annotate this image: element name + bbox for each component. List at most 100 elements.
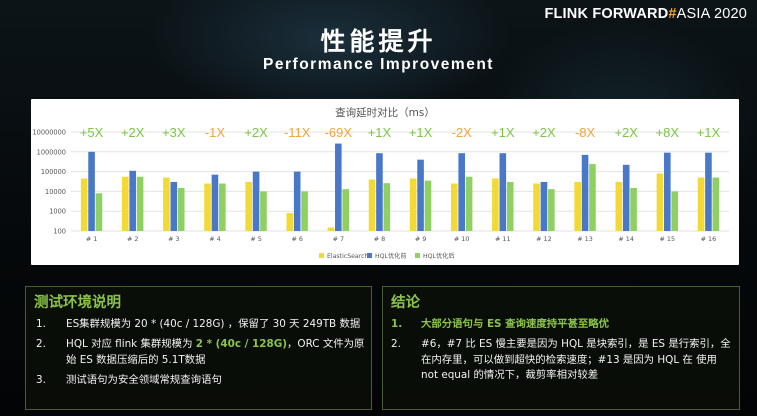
bar-hql-after xyxy=(219,183,226,231)
speedup-annotation: +3X xyxy=(162,125,186,140)
bar-hql-before xyxy=(499,153,507,231)
y-tick-label: 1000 xyxy=(49,208,66,216)
env-item-2-text: HQL 对应 flink 集群规模为 2 * (40c / 128G)，ORC … xyxy=(66,338,365,366)
x-tick-label: # 15 xyxy=(660,235,676,243)
conclusion-item-2-number: 2. xyxy=(391,338,401,350)
bar-hql-before xyxy=(705,152,712,231)
x-tick-label: # 12 xyxy=(536,235,552,243)
bar-es xyxy=(163,177,170,231)
x-tick-label: # 8 xyxy=(374,235,385,243)
speedup-annotation: +2X xyxy=(614,125,638,140)
env-item-2-highlight: 2 * (40c / 128G) xyxy=(195,338,288,350)
speedup-annotation: +2X xyxy=(532,125,556,140)
bar-hql-before xyxy=(664,152,671,231)
bar-hql-before xyxy=(417,159,424,231)
y-tick-label: 100 xyxy=(53,228,66,236)
speedup-annotation: +1X xyxy=(368,125,392,140)
env-item-1-text: ES集群规模为 20 * (40c / 128G) ，保留了 30 天 249T… xyxy=(66,318,361,330)
speedup-annotation: +1X xyxy=(409,125,433,140)
test-environment-box: 测试环境说明 1. ES集群规模为 20 * (40c / 128G) ，保留了… xyxy=(25,286,372,410)
bar-es xyxy=(656,173,664,231)
bar-hql-before xyxy=(88,151,95,231)
bar-hql-after xyxy=(177,187,185,231)
test-environment-title: 测试环境说明 xyxy=(34,295,121,311)
y-tick-label: 10000000 xyxy=(32,129,66,137)
x-tick-label: # 13 xyxy=(577,235,593,243)
conclusion-title: 结论 xyxy=(391,295,420,311)
bar-es xyxy=(286,213,294,231)
env-item-3-text: 测试语句为安全领域常规查询语句 xyxy=(66,374,222,386)
bar-hql-after xyxy=(383,183,391,231)
legend-label: HQL优化后 xyxy=(423,252,455,260)
bar-es xyxy=(368,179,376,231)
bar-hql-after xyxy=(136,176,144,231)
speedup-annotation: -69X xyxy=(325,125,353,140)
bar-hql-after xyxy=(630,187,637,231)
x-tick-label: # 7 xyxy=(333,235,344,243)
legend-label: ElasticSearch xyxy=(327,253,369,260)
bar-es xyxy=(80,178,88,231)
bar-es xyxy=(492,178,499,231)
speedup-annotation: -11X xyxy=(284,125,311,140)
legend-swatch xyxy=(367,253,372,258)
conclusion-item-1-text: 大部分语句与 ES 查询速度持平甚至略优 xyxy=(421,318,610,330)
bar-hql-after xyxy=(589,164,596,231)
bar-hql-before xyxy=(252,171,260,231)
bar-es xyxy=(533,183,540,231)
bar-hql-before xyxy=(335,143,342,231)
bar-es xyxy=(121,176,129,231)
bar-hql-after xyxy=(465,176,473,231)
bar-hql-after xyxy=(548,189,555,231)
bar-es xyxy=(245,181,252,231)
bar-hql-after xyxy=(424,180,432,231)
bar-hql-before xyxy=(293,171,301,231)
chart-title: 查询延时对比（ms） xyxy=(335,106,435,119)
speedup-annotation: -8X xyxy=(575,125,596,140)
env-item-3-number: 3. xyxy=(36,374,46,386)
bar-es xyxy=(615,181,623,231)
brand-logo: FLINK FORWARD#ASIA 2020 xyxy=(544,6,747,22)
y-tick-label: 10000 xyxy=(45,188,66,196)
env-item-1-number: 1. xyxy=(36,318,46,330)
bar-es xyxy=(574,181,581,231)
y-tick-label: 1000000 xyxy=(37,148,66,156)
bar-es xyxy=(409,178,417,231)
bar-es xyxy=(450,183,458,231)
bar-hql-before xyxy=(376,153,383,231)
speedup-annotation: +1X xyxy=(697,125,721,140)
speedup-annotation: -1X xyxy=(205,125,226,140)
speedup-annotation: +1X xyxy=(491,125,515,140)
x-tick-label: # 16 xyxy=(701,235,717,243)
legend-swatch xyxy=(319,253,324,258)
page-title: 性能提升 xyxy=(320,27,437,56)
speedup-annotation: +2X xyxy=(121,125,145,140)
bar-hql-after xyxy=(671,191,679,231)
x-tick-label: # 10 xyxy=(454,235,470,243)
x-tick-label: # 5 xyxy=(250,235,261,243)
x-tick-label: # 11 xyxy=(495,235,511,243)
speedup-annotation: -2X xyxy=(452,125,473,140)
page-subtitle: Performance Improvement xyxy=(263,56,494,73)
bar-hql-before xyxy=(622,164,630,231)
bar-es xyxy=(327,227,335,231)
bar-hql-before xyxy=(581,154,589,231)
x-tick-label: # 1 xyxy=(86,235,97,243)
conclusion-box: 结论 1. 大部分语句与 ES 查询速度持平甚至略优 2. #6，#7 比 ES… xyxy=(382,286,740,410)
x-tick-label: # 3 xyxy=(168,235,179,243)
env-item-2-number: 2. xyxy=(36,338,46,350)
chart: 查询延时对比（ms） 100 1000 10000 100000 1000000 10000… xyxy=(32,106,729,260)
bar-es xyxy=(204,183,211,231)
bar-hql-before xyxy=(129,170,136,231)
speedup-annotation: +2X xyxy=(244,125,268,140)
conclusion-item-1-number: 1. xyxy=(391,318,403,330)
bar-hql-before xyxy=(458,153,465,231)
x-tick-label: # 9 xyxy=(415,235,426,243)
legend-swatch xyxy=(415,253,420,258)
bar-hql-after xyxy=(301,191,308,231)
bar-hql-after xyxy=(95,193,103,231)
bar-hql-after xyxy=(342,189,350,231)
bar-hql-after xyxy=(260,191,267,231)
x-tick-label: # 4 xyxy=(209,235,220,243)
x-tick-label: # 6 xyxy=(291,235,302,243)
bar-hql-before xyxy=(170,181,178,231)
